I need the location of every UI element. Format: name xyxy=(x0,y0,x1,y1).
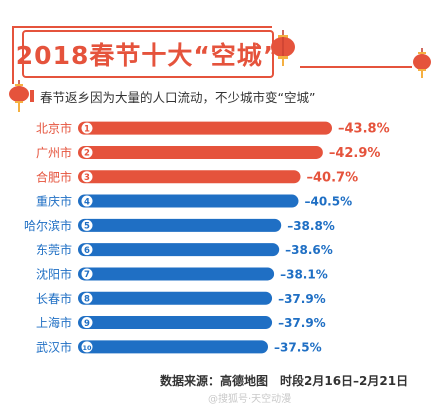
category-label: 东莞市 xyxy=(36,242,72,257)
bar xyxy=(78,121,332,135)
rank-badge xyxy=(81,219,93,231)
value-label: –42.9% xyxy=(329,146,381,161)
category-label: 长春市 xyxy=(36,291,72,306)
watermark: @搜狐号·天空动漫 xyxy=(208,394,292,405)
bar xyxy=(78,267,275,281)
value-label: –38.8% xyxy=(287,219,335,233)
category-label: 武汉市 xyxy=(36,339,72,354)
bar xyxy=(78,170,301,184)
rank-badge xyxy=(81,146,93,158)
page-title: 2018春节十大“空城” xyxy=(15,41,281,70)
value-label: –38.6% xyxy=(285,243,333,257)
category-label: 广州市 xyxy=(36,145,72,160)
rank-number: 10 xyxy=(82,344,92,352)
bar xyxy=(78,218,282,232)
frame-line-top xyxy=(12,26,272,28)
rank-badge xyxy=(81,268,93,280)
value-label: –40.5% xyxy=(304,195,352,209)
category-label: 合肥市 xyxy=(36,169,72,184)
frame-line-left xyxy=(12,26,14,84)
category-label: 北京市 xyxy=(36,121,72,136)
data-source: 数据来源：高德地图 时段2月16日–2月21日 xyxy=(160,374,409,388)
rank-number: 8 xyxy=(84,294,90,304)
value-label: –43.8% xyxy=(338,122,390,137)
rank-number: 3 xyxy=(84,173,90,183)
value-label: –40.7% xyxy=(307,170,359,185)
category-label: 上海市 xyxy=(36,315,72,330)
lantern-icon xyxy=(413,48,431,78)
bar xyxy=(78,194,299,208)
value-label: –37.5% xyxy=(274,340,322,354)
value-label: –38.1% xyxy=(280,267,328,281)
value-label: –37.9% xyxy=(278,292,326,306)
rank-badge xyxy=(81,317,93,329)
page-subtitle: 春节返乡因为大量的人口流动，不少城市变“空城” xyxy=(40,90,316,105)
rank-number: 9 xyxy=(84,319,90,329)
rank-number: 2 xyxy=(84,149,90,159)
value-label: –37.9% xyxy=(278,316,326,330)
rank-badge xyxy=(81,341,93,353)
rank-badge xyxy=(81,292,93,304)
rank-number: 7 xyxy=(84,270,90,280)
rank-badge xyxy=(81,171,93,183)
rank-number: 6 xyxy=(84,246,90,256)
category-label: 沈阳市 xyxy=(36,266,72,281)
frame-line-right xyxy=(300,66,412,68)
rank-number: 5 xyxy=(84,222,90,232)
bar xyxy=(78,316,273,330)
rank-number: 1 xyxy=(84,124,90,134)
title-box: 2018春节十大“空城” xyxy=(16,30,279,78)
rank-badge xyxy=(81,122,93,134)
lantern-icon xyxy=(271,30,295,66)
subtitle-marker xyxy=(30,90,34,102)
category-label: 哈尔滨市 xyxy=(24,218,72,233)
lantern-icon xyxy=(9,80,29,112)
rank-number: 4 xyxy=(84,197,90,207)
bar-chart: 北京市 1 –43.8% 广州市 2 –42.9% 合肥市 3 –40.7% 重庆市 4 –40.5%… xyxy=(24,121,390,355)
bar xyxy=(78,291,273,305)
bar xyxy=(78,340,268,354)
bar xyxy=(78,243,280,257)
category-label: 重庆市 xyxy=(36,194,72,209)
rank-badge xyxy=(81,195,93,207)
bar xyxy=(78,145,323,159)
rank-badge xyxy=(81,244,93,256)
